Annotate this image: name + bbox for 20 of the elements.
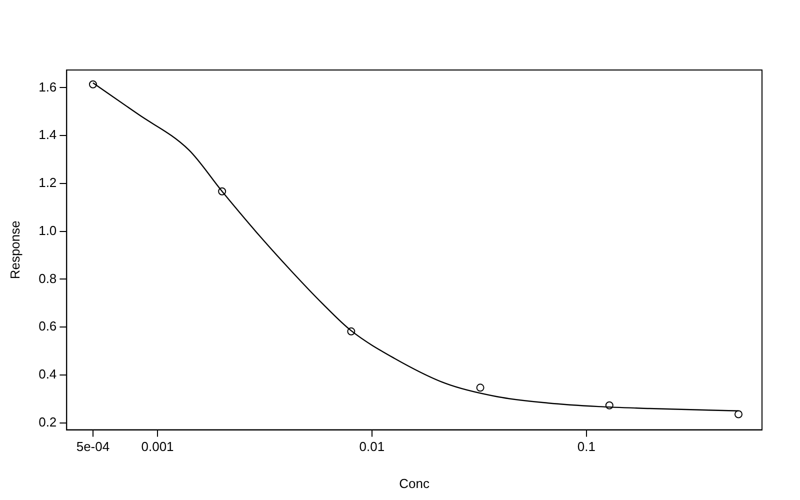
point <box>218 187 226 196</box>
x-axis-title: Conc <box>399 476 430 491</box>
x-tick-label: 0.001 <box>141 439 174 454</box>
y-tick-label: 0.4 <box>38 366 57 382</box>
y-tick-label: 0.6 <box>38 318 57 334</box>
y-axis-title: Response <box>7 220 22 280</box>
point <box>605 401 614 410</box>
point <box>734 410 742 418</box>
point <box>476 384 484 392</box>
x-tick-label: 5e-04 <box>76 439 110 454</box>
point <box>88 80 97 88</box>
x-tick-label: 0.01 <box>359 439 385 454</box>
y-tick-label: 1.0 <box>38 222 57 238</box>
x-tick-label: 0.1 <box>577 439 596 454</box>
y-tick-label: 0.8 <box>38 270 57 286</box>
y-tick-label: 0.2 <box>38 414 57 430</box>
y-tick-label: 1.6 <box>38 79 57 94</box>
y-tick-label: 1.4 <box>38 127 57 142</box>
y-tick-label: 1.2 <box>38 175 57 190</box>
point <box>347 327 356 336</box>
